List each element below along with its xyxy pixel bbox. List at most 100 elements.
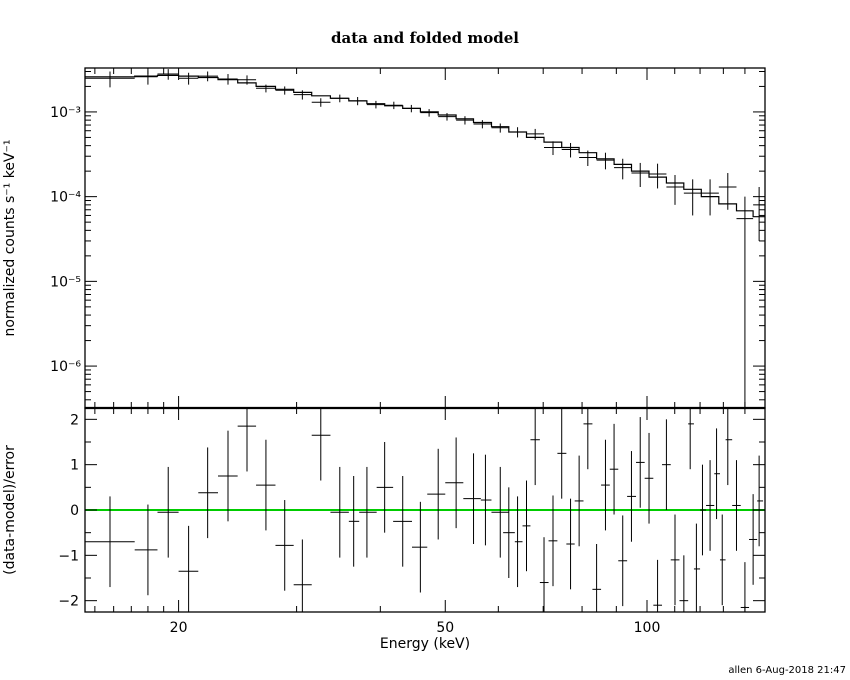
data-point: [293, 90, 312, 100]
data-point: [275, 86, 294, 95]
data-point: [666, 175, 684, 205]
residual-point: [714, 428, 720, 520]
data-point: [198, 71, 218, 82]
residual-point: [376, 442, 394, 533]
data-point: [366, 100, 385, 109]
data-point: [753, 186, 765, 241]
residual-point: [679, 555, 689, 612]
top-y-tick-label: 10⁻⁴: [50, 190, 81, 206]
x-tick-label: 50: [436, 620, 454, 636]
residual-point: [693, 523, 701, 612]
chart-title: data and folded model: [331, 29, 519, 47]
top-axis-ticks: 10⁻³ 10⁻⁴ 10⁻⁵ 10⁻⁶: [50, 68, 766, 408]
bottom-y-tick-label: 0: [70, 503, 79, 519]
x-tick-label: 20: [170, 620, 188, 636]
data-point: [330, 94, 349, 103]
data-point: [701, 179, 719, 216]
residual-point: [601, 439, 610, 531]
residual-point: [275, 500, 294, 591]
data-point: [384, 101, 403, 110]
x-axis-label: Energy (keV): [380, 636, 470, 652]
data-point: [736, 196, 754, 408]
bottom-y-tick-label: −2: [58, 594, 79, 610]
data-point: [178, 72, 199, 85]
data-point: [631, 162, 650, 187]
residual-points-layer: [85, 408, 764, 612]
residual-point: [311, 408, 331, 481]
residual-point: [198, 447, 218, 539]
residual-point: [592, 544, 602, 612]
bottom-y-axis-label: (data-model)/error: [2, 445, 18, 575]
residual-point: [700, 464, 707, 556]
residual-point: [157, 466, 179, 558]
residual-point: [491, 466, 509, 558]
data-point: [402, 104, 421, 113]
data-point: [614, 158, 632, 180]
residual-point: [348, 476, 360, 567]
bottom-y-tick-label: 1: [70, 458, 79, 474]
data-point: [438, 113, 457, 121]
residual-point: [662, 419, 671, 510]
residual-point: [530, 408, 540, 486]
data-point: [256, 84, 276, 93]
data-points-layer: [85, 69, 765, 408]
residual-point: [217, 430, 238, 522]
x-tick-label: 100: [634, 620, 661, 636]
data-point: [473, 120, 492, 129]
residual-point: [256, 439, 276, 531]
residual-point: [412, 501, 428, 593]
residual-point: [757, 455, 764, 547]
residual-point: [293, 539, 312, 612]
residual-point: [627, 451, 637, 542]
residual-point: [463, 453, 481, 544]
top-y-axis-label: normalized counts s⁻¹ keV⁻¹: [2, 139, 18, 336]
residual-point: [583, 408, 593, 470]
residual-point: [670, 514, 680, 606]
residual-point: [749, 494, 758, 585]
residual-point: [85, 496, 135, 588]
residual-point: [719, 514, 726, 606]
residual-point: [237, 408, 257, 472]
data-point: [237, 75, 257, 85]
residual-point: [427, 448, 446, 540]
data-point: [157, 69, 179, 80]
residual-point: [522, 480, 531, 572]
residual-point: [514, 496, 523, 588]
data-point: [491, 123, 509, 133]
residual-point: [134, 504, 158, 596]
residual-point: [740, 562, 750, 612]
data-point: [544, 141, 562, 156]
residual-point: [574, 455, 584, 547]
data-point: [85, 71, 135, 88]
residual-point: [393, 476, 413, 567]
data-point: [134, 70, 158, 85]
top-y-tick-label: 10⁻⁵: [50, 274, 81, 290]
residual-point: [548, 495, 558, 587]
top-y-tick-label: 10⁻³: [50, 105, 81, 121]
data-point: [579, 150, 597, 166]
residuals-panel: 2 1 0 −1 −2 20 50 100: [58, 407, 766, 636]
data-point: [683, 179, 702, 216]
data-point: [456, 116, 474, 125]
residual-point: [706, 460, 715, 551]
residual-point: [618, 515, 628, 607]
residual-point: [330, 466, 349, 558]
data-point: [718, 173, 737, 210]
residual-point: [445, 437, 464, 529]
top-y-tick-label: 10⁻⁶: [50, 359, 81, 375]
residual-point: [503, 487, 515, 578]
data-model-panel: 10⁻³ 10⁻⁴ 10⁻⁵ 10⁻⁶: [50, 67, 766, 409]
top-plot-frame: [84, 67, 766, 409]
residual-point: [609, 423, 619, 515]
residual-point: [732, 460, 741, 551]
residual-point: [688, 408, 694, 470]
residual-point: [636, 417, 645, 508]
data-point: [420, 109, 439, 117]
residual-point: [557, 408, 567, 499]
data-point: [561, 142, 580, 158]
bottom-y-tick-label: −1: [58, 548, 79, 564]
residual-point: [566, 498, 575, 590]
footer-stamp: allen 6-Aug-2018 21:47: [728, 665, 846, 676]
bottom-axis-ticks: 2 1 0 −1 −2 20 50 100: [58, 408, 766, 636]
